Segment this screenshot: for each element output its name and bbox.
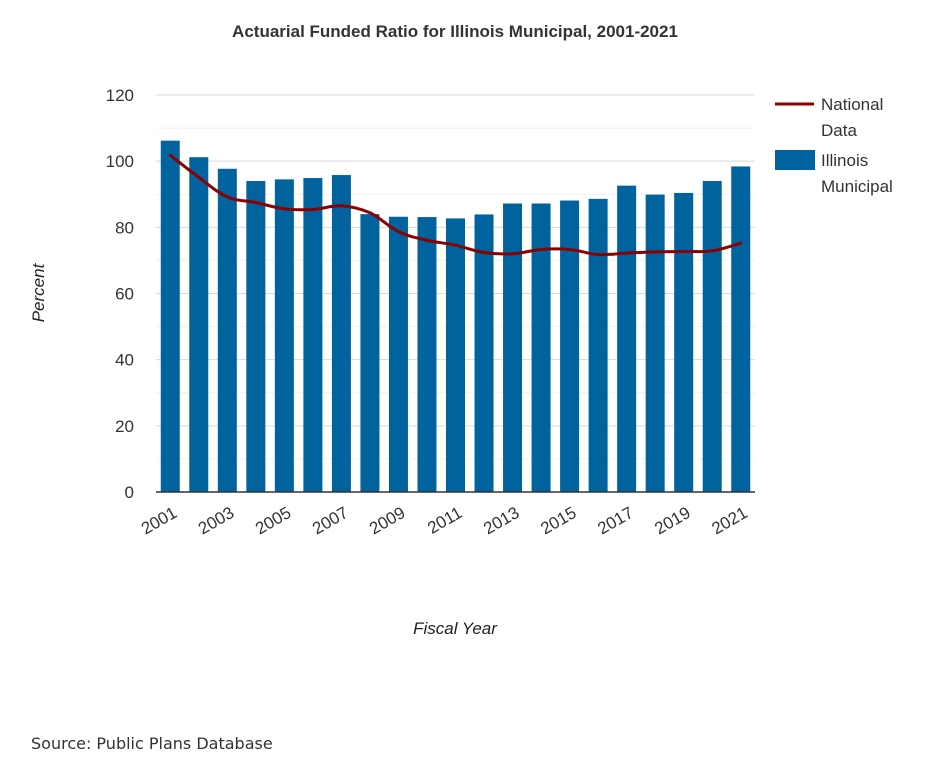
line-point-2013[interactable]	[512, 253, 513, 254]
x-tick-label: 2019	[651, 503, 693, 538]
line-point-2011[interactable]	[455, 245, 456, 246]
bar-2018[interactable]	[645, 194, 665, 493]
y-tick-label: 0	[125, 483, 134, 502]
x-tick-label: 2001	[138, 503, 180, 538]
legend-bar-swatch	[775, 150, 815, 170]
line-point-2007[interactable]	[341, 205, 342, 206]
line-point-2002[interactable]	[198, 177, 199, 178]
national-data-line[interactable]	[168, 153, 743, 257]
x-axis-title: Fiscal Year	[413, 619, 498, 638]
x-tick-label: 2011	[424, 503, 465, 538]
legend-label-national-line1: National	[821, 95, 883, 114]
bar-2015[interactable]	[560, 200, 580, 492]
bar-series	[160, 140, 751, 493]
line-point-2016[interactable]	[598, 254, 599, 255]
bar-2003[interactable]	[217, 168, 237, 493]
bar-2004[interactable]	[246, 181, 266, 492]
line-point-2008[interactable]	[369, 212, 370, 213]
bar-2014[interactable]	[531, 203, 551, 492]
legend-label-illinois-line2: Municipal	[821, 177, 893, 196]
y-tick-label: 60	[115, 285, 134, 304]
line-point-2003[interactable]	[227, 196, 228, 197]
line-point-2010[interactable]	[426, 240, 427, 241]
line-point-2004[interactable]	[255, 202, 256, 203]
y-tick-label: 100	[106, 152, 134, 171]
y-tick-labels: 0 20 40 60 80 100 120	[106, 86, 134, 502]
x-tick-label: 2013	[480, 503, 522, 538]
bar-2008[interactable]	[360, 214, 380, 492]
legend[interactable]: National Data Illinois Municipal	[775, 95, 893, 196]
x-tick-label: 2017	[594, 503, 636, 538]
y-tick-label: 80	[115, 218, 134, 237]
legend-label-national-line2: Data	[821, 121, 857, 140]
line-point-2006[interactable]	[312, 209, 313, 210]
x-tick-label: 2015	[537, 503, 579, 538]
y-tick-label: 20	[115, 417, 134, 436]
x-tick-label: 2009	[366, 503, 408, 538]
source-note: Source: Public Plans Database	[31, 734, 273, 753]
legend-item-illinois-municipal[interactable]: Illinois Municipal	[775, 150, 893, 196]
line-point-2015[interactable]	[569, 249, 570, 250]
x-tick-label: 2021	[708, 503, 750, 538]
line-point-2019[interactable]	[683, 251, 684, 252]
chart-title: Actuarial Funded Ratio for Illinois Muni…	[232, 22, 678, 41]
line-point-2018[interactable]	[655, 251, 656, 252]
y-tick-label: 120	[106, 86, 134, 105]
x-tick-labels: 2001 2003 2005 2007 2009 2011 2013 2015 2017 2019…	[138, 503, 751, 538]
bar-2021[interactable]	[731, 166, 751, 492]
line-series	[168, 153, 743, 257]
y-tick-label: 40	[115, 351, 134, 370]
bar-2017[interactable]	[617, 185, 637, 493]
y-axis-title: Percent	[29, 262, 48, 322]
x-tick-label: 2003	[195, 503, 237, 538]
line-point-2001[interactable]	[170, 155, 171, 156]
line-point-2012[interactable]	[484, 252, 485, 253]
bar-2012[interactable]	[474, 214, 494, 492]
bar-2002[interactable]	[189, 157, 209, 493]
x-tick-label: 2007	[309, 503, 351, 538]
bar-2020[interactable]	[702, 181, 722, 492]
bar-2011[interactable]	[446, 218, 465, 493]
bar-2007[interactable]	[331, 175, 351, 493]
bar-2010[interactable]	[417, 217, 437, 492]
x-tick-label: 2005	[252, 503, 294, 538]
line-point-2021[interactable]	[740, 243, 741, 244]
line-point-2009[interactable]	[398, 231, 399, 232]
bar-2016[interactable]	[588, 198, 608, 493]
legend-item-national-data[interactable]: National Data	[775, 95, 883, 140]
bar-2009[interactable]	[388, 216, 408, 492]
line-point-2005[interactable]	[284, 208, 285, 209]
line-point-2014[interactable]	[541, 249, 542, 250]
bar-2013[interactable]	[503, 203, 523, 492]
line-point-2020[interactable]	[712, 250, 713, 251]
line-point-2017[interactable]	[626, 253, 627, 254]
bar-2019[interactable]	[674, 192, 694, 492]
bar-2005[interactable]	[274, 179, 294, 493]
legend-label-illinois-line1: Illinois	[821, 151, 868, 170]
bar-2001[interactable]	[160, 140, 180, 492]
bar-2006[interactable]	[303, 178, 323, 492]
